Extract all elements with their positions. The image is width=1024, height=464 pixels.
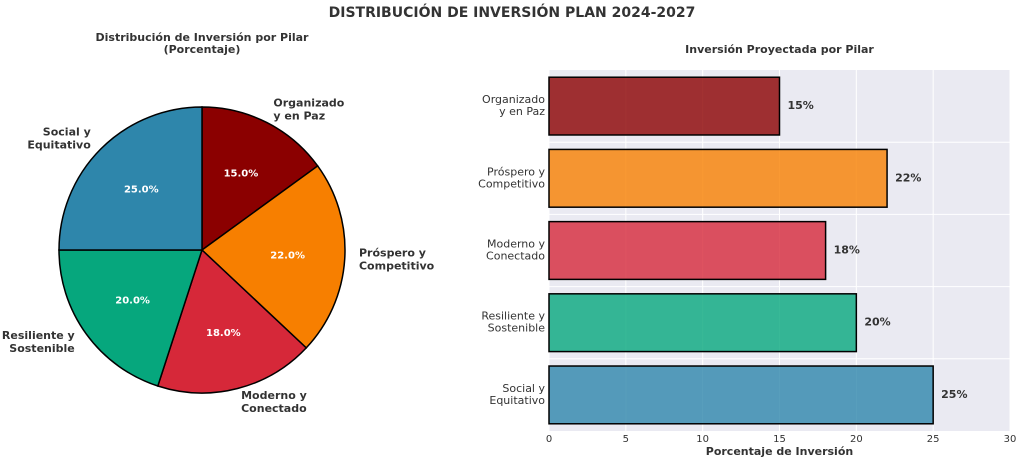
pie-slice <box>58 106 203 251</box>
bar-value-label: 20% <box>864 316 890 329</box>
bar <box>548 365 934 425</box>
figure-title: DISTRIBUCIÓN DE INVERSIÓN PLAN 2024-2027 <box>329 3 696 21</box>
slice-value-label: 25.0% <box>124 184 159 195</box>
x-tick-label: 15 <box>773 434 786 445</box>
slice-value-label: 18.0% <box>206 328 241 339</box>
x-axis-label: Porcentaje de Inversión <box>706 445 853 458</box>
bar <box>548 293 858 353</box>
slice-label: Resiliente y Sostenible <box>2 329 75 355</box>
y-tick-label: Organizado y en Paz <box>482 93 545 118</box>
pie-slice <box>156 248 308 394</box>
y-tick-label: Resiliente y Sostenible <box>481 310 545 335</box>
y-tick-label: Próspero y Competitivo <box>478 165 545 190</box>
slice-value-label: 22.0% <box>270 250 305 261</box>
y-tick-label: Social y Equitativo <box>489 382 545 407</box>
pie-slice <box>58 249 204 387</box>
y-tick-label: Moderno y Conectado <box>486 238 545 263</box>
x-tick-label: 25 <box>927 434 940 445</box>
bar-value-label: 25% <box>941 388 967 401</box>
pie-slice <box>201 106 319 252</box>
x-tick-label: 20 <box>850 434 863 445</box>
slice-label: Organizado y en Paz <box>273 96 344 122</box>
slice-value-label: 20.0% <box>115 295 150 306</box>
slice-label: Próspero y Competitivo <box>359 246 435 272</box>
bar-value-label: 15% <box>788 99 814 112</box>
bar <box>548 76 781 136</box>
slice-label: Social y Equitativo <box>27 125 91 151</box>
bar-value-label: 22% <box>895 171 921 184</box>
bar <box>548 148 888 208</box>
pie-title: Distribución de Inversión por Pilar (Porc… <box>96 31 310 56</box>
slice-label: Moderno y Conectado <box>241 389 307 415</box>
x-tick-label: 5 <box>623 434 629 445</box>
bar-title: Inversión Proyectada por Pilar <box>685 43 874 56</box>
bar <box>548 220 827 281</box>
x-tick-label: 0 <box>546 434 552 445</box>
pie-slice <box>200 164 346 349</box>
slice-value-label: 15.0% <box>224 169 259 180</box>
x-tick-label: 10 <box>696 434 709 445</box>
x-tick-label: 30 <box>1004 434 1017 445</box>
bar-value-label: 18% <box>834 244 860 257</box>
